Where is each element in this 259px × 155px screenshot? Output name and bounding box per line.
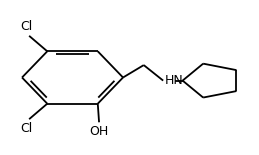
Text: Cl: Cl xyxy=(20,20,33,33)
Text: OH: OH xyxy=(89,125,109,138)
Text: HN: HN xyxy=(164,74,183,87)
Text: Cl: Cl xyxy=(20,122,33,135)
